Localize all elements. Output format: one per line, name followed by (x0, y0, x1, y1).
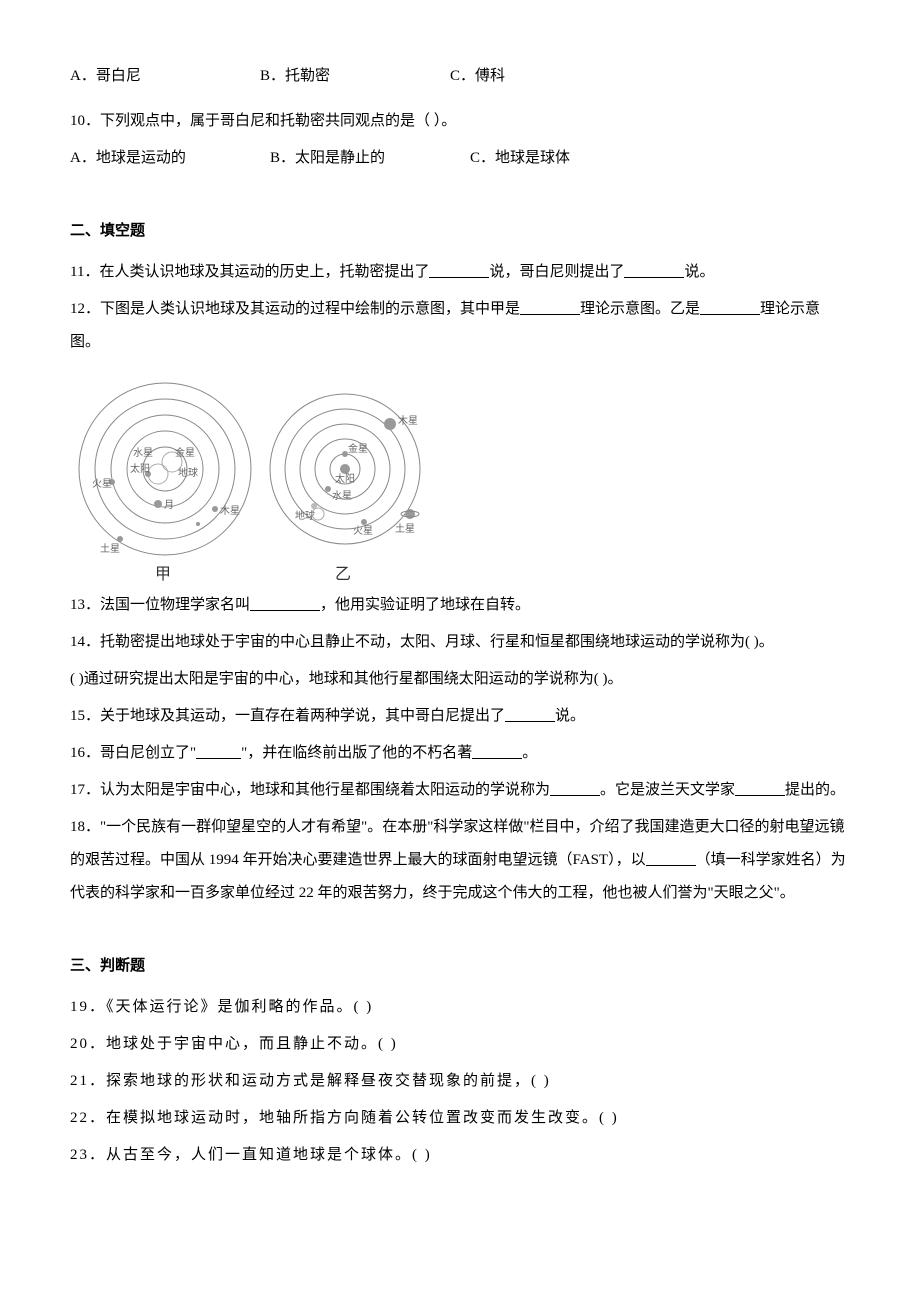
q10-stem: 10．下列观点中，属于哥白尼和托勒密共同观点的是（ ）。 (70, 105, 850, 138)
q15-part2: 说。 (555, 708, 585, 724)
q16: 16．哥白尼创立了" "，并在临终前出版了他的不朽名著 。 (70, 737, 850, 770)
q17-part2: 。它是波兰天文学家 (600, 782, 735, 798)
q9-option-a: A．哥白尼 (70, 60, 260, 93)
jia-shuixing-label: 水星 (133, 447, 153, 459)
q12-blank2[interactable] (700, 297, 760, 315)
q12-blank1[interactable] (520, 297, 580, 315)
diagram-jia: 太阳 水星 金星 地球 月 火星 木星 土星 (79, 383, 251, 555)
q16-part3: 。 (522, 745, 537, 761)
label-yi: 乙 (335, 566, 351, 583)
q13-part2: ，他用实验证明了地球在自转。 (320, 597, 530, 613)
q16-part2: "，并在临终前出版了他的不朽名著 (241, 745, 472, 761)
yi-jinxing-label: 金星 (348, 442, 368, 455)
yi-shuixing-label: 水星 (332, 490, 352, 502)
yi-huoxing-label: 火星 (353, 525, 373, 537)
q10-options: A．地球是运动的 B．太阳是静止的 C．地球是球体 (70, 142, 850, 175)
q13-blank1[interactable] (250, 593, 320, 611)
section3-header: 三、判断题 (70, 950, 850, 983)
q17: 17．认为太阳是宇宙中心，地球和其他行星都围绕着太阳运动的学说称为 。它是波兰天文… (70, 774, 850, 807)
q13: 13．法国一位物理学家名叫 ，他用实验证明了地球在自转。 (70, 589, 850, 622)
q16-part1: 16．哥白尼创立了" (70, 745, 196, 761)
q22: 22．在模拟地球运动时，地轴所指方向随着公转位置改变而发生改变。( ) (70, 1102, 850, 1135)
q17-part3: 提出的。 (785, 782, 845, 798)
label-jia: 甲 (155, 566, 171, 583)
q9-option-b: B．托勒密 (260, 60, 450, 93)
jia-jinxing-label: 金星 (175, 446, 195, 459)
q12-part1: 12．下图是人类认识地球及其运动的过程中绘制的示意图，其中甲是 (70, 301, 520, 317)
q10-option-b: B．太阳是静止的 (270, 142, 470, 175)
q10-option-a: A．地球是运动的 (70, 142, 270, 175)
q14-line1: 14．托勒密提出地球处于宇宙的中心且静止不动，太阳、月球、行星和恒星都围绕地球运… (70, 626, 850, 659)
q18: 18．"一个民族有一群仰望星空的人才有希望"。在本册"科学家这样做"栏目中，介绍… (70, 811, 850, 910)
q14-line2: ( )通过研究提出太阳是宇宙的中心，地球和其他行星都围绕太阳运动的学说称为( )… (70, 663, 850, 696)
q11: 11．在人类认识地球及其运动的历史上，托勒密提出了 说，哥白尼则提出了 说。 (70, 256, 850, 289)
yi-taiyang-label: 太阳 (335, 472, 355, 485)
q16-blank2[interactable] (472, 741, 522, 759)
q9-options: A．哥白尼 B．托勒密 C．傅科 (70, 60, 850, 93)
q15-part1: 15．关于地球及其运动，一直存在着两种学说，其中哥白尼提出了 (70, 708, 505, 724)
jia-tuxing-label: 土星 (100, 542, 120, 555)
geocentric-heliocentric-diagram: 太阳 水星 金星 地球 月 火星 木星 土星 甲 太阳 (70, 374, 430, 584)
q11-part1: 11．在人类认识地球及其运动的历史上，托勒密提出了 (70, 264, 429, 280)
q9-option-c: C．傅科 (450, 60, 640, 93)
q11-part3: 说。 (684, 264, 714, 280)
jia-yue-label: 月 (164, 499, 174, 511)
q12: 12．下图是人类认识地球及其运动的过程中绘制的示意图，其中甲是理论示意图。乙是理… (70, 293, 850, 359)
q10-option-c: C．地球是球体 (470, 142, 670, 175)
yi-muxing-label: 木星 (398, 415, 418, 427)
q19: 19．《天体运行论》是伽利略的作品。( ) (70, 991, 850, 1024)
section2-header: 二、填空题 (70, 215, 850, 248)
q11-part2: 说，哥白尼则提出了 (489, 264, 624, 280)
q18-blank1[interactable] (646, 848, 696, 866)
q23: 23．从古至今，人们一直知道地球是个球体。( ) (70, 1139, 850, 1172)
jia-taiyang-label: 太阳 (130, 462, 150, 475)
q13-part1: 13．法国一位物理学家名叫 (70, 597, 250, 613)
diagram-yi: 太阳 金星 水星 木星 地球 火星 土星 (270, 394, 420, 544)
q15-blank1[interactable] (505, 704, 555, 722)
q15: 15．关于地球及其运动，一直存在着两种学说，其中哥白尼提出了 说。 (70, 700, 850, 733)
jia-huoxing-label: 火星 (92, 478, 112, 490)
q11-blank2[interactable] (624, 260, 684, 278)
q17-blank1[interactable] (550, 778, 600, 796)
q12-part2: 理论示意图。乙是 (580, 301, 700, 317)
q20: 20．地球处于宇宙中心，而且静止不动。( ) (70, 1028, 850, 1061)
yi-tuxing-label: 土星 (395, 522, 415, 535)
diagram-container: 太阳 水星 金星 地球 月 火星 木星 土星 甲 太阳 (70, 374, 850, 584)
q16-blank1[interactable] (196, 741, 241, 759)
q17-blank2[interactable] (735, 778, 785, 796)
jia-muxing-label: 木星 (220, 505, 240, 517)
q11-blank1[interactable] (429, 260, 489, 278)
q21: 21．探索地球的形状和运动方式是解释昼夜交替现象的前提，( ) (70, 1065, 850, 1098)
jia-diqiu-label: 地球 (178, 466, 198, 479)
q17-part1: 17．认为太阳是宇宙中心，地球和其他行星都围绕着太阳运动的学说称为 (70, 782, 550, 798)
